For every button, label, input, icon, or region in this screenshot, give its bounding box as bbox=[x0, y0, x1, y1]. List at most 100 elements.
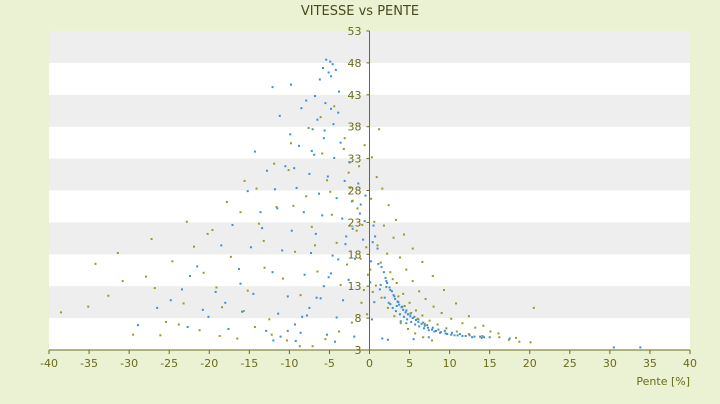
data-point bbox=[295, 186, 298, 189]
data-point bbox=[189, 274, 192, 277]
data-point bbox=[344, 243, 347, 246]
data-point bbox=[261, 227, 264, 230]
y-tick-label: 23 bbox=[348, 216, 362, 229]
data-point bbox=[314, 232, 317, 235]
data-point bbox=[364, 194, 367, 197]
data-point bbox=[387, 204, 390, 207]
data-point bbox=[243, 179, 246, 182]
data-point bbox=[289, 83, 292, 86]
data-point bbox=[246, 289, 249, 292]
data-point bbox=[467, 333, 470, 336]
data-point bbox=[202, 271, 205, 274]
data-point bbox=[381, 337, 384, 340]
data-point bbox=[474, 326, 477, 329]
data-point bbox=[402, 315, 405, 318]
data-point bbox=[182, 302, 185, 305]
data-point bbox=[350, 321, 353, 324]
data-point bbox=[121, 280, 124, 283]
data-point bbox=[311, 128, 314, 131]
data-point bbox=[440, 311, 443, 314]
data-point bbox=[421, 260, 424, 263]
y-tick-label: 3 bbox=[355, 344, 362, 357]
data-point bbox=[393, 315, 396, 318]
data-point bbox=[382, 271, 385, 274]
data-point bbox=[423, 322, 426, 325]
x-axis-label: Pente [%] bbox=[636, 375, 690, 388]
data-point bbox=[413, 315, 416, 318]
data-point bbox=[293, 250, 296, 253]
data-point bbox=[354, 257, 357, 260]
data-point bbox=[255, 187, 258, 190]
data-point bbox=[286, 295, 289, 298]
data-point bbox=[329, 190, 332, 193]
data-point bbox=[331, 254, 334, 257]
y-tick-label: 38 bbox=[348, 121, 362, 134]
data-point bbox=[386, 282, 389, 285]
data-point bbox=[437, 328, 440, 331]
data-point bbox=[363, 144, 366, 147]
data-point bbox=[239, 211, 242, 214]
data-point bbox=[333, 105, 336, 108]
data-point bbox=[322, 137, 325, 140]
data-point bbox=[398, 256, 401, 259]
data-point bbox=[316, 118, 319, 121]
x-tick-label: -30 bbox=[120, 357, 138, 370]
data-point bbox=[322, 285, 325, 288]
x-tick-label: 30 bbox=[603, 357, 617, 370]
data-point bbox=[423, 324, 426, 327]
data-point bbox=[287, 169, 290, 172]
data-point bbox=[206, 232, 209, 235]
data-point bbox=[518, 340, 521, 343]
data-point bbox=[369, 281, 372, 284]
data-point bbox=[271, 271, 274, 274]
data-point bbox=[378, 288, 381, 291]
data-point bbox=[403, 304, 406, 307]
data-point bbox=[218, 334, 221, 337]
data-point bbox=[346, 263, 349, 266]
data-point bbox=[315, 296, 318, 299]
data-point bbox=[373, 301, 376, 304]
data-point bbox=[335, 241, 338, 244]
data-point bbox=[347, 278, 350, 281]
data-point bbox=[387, 301, 390, 304]
data-point bbox=[384, 276, 387, 279]
data-point bbox=[366, 313, 369, 316]
data-point bbox=[239, 282, 242, 285]
data-point bbox=[236, 337, 239, 340]
data-point bbox=[431, 326, 434, 329]
data-point bbox=[444, 332, 447, 335]
x-tick-label: -5 bbox=[324, 357, 335, 370]
data-point bbox=[461, 322, 464, 325]
data-point bbox=[314, 244, 317, 247]
data-point bbox=[358, 165, 361, 168]
data-point bbox=[386, 252, 389, 255]
data-point bbox=[391, 278, 394, 281]
data-point bbox=[242, 310, 245, 313]
data-point bbox=[371, 290, 374, 293]
data-point bbox=[325, 58, 328, 61]
data-point bbox=[386, 306, 389, 309]
data-point bbox=[307, 126, 310, 129]
data-point bbox=[428, 319, 431, 322]
data-point bbox=[259, 211, 262, 214]
data-point bbox=[271, 86, 274, 89]
data-point bbox=[450, 317, 453, 320]
data-point bbox=[420, 322, 423, 325]
data-point bbox=[116, 252, 119, 255]
data-point bbox=[343, 179, 346, 182]
data-point bbox=[289, 133, 292, 136]
data-point bbox=[343, 137, 346, 140]
data-point bbox=[508, 337, 511, 340]
x-tick-label: 10 bbox=[443, 357, 457, 370]
data-point bbox=[253, 150, 256, 153]
data-point bbox=[249, 246, 252, 249]
data-point bbox=[314, 95, 317, 98]
data-point bbox=[318, 192, 321, 195]
data-point bbox=[411, 280, 414, 283]
x-tick-label: 25 bbox=[563, 357, 577, 370]
data-point bbox=[398, 303, 401, 306]
data-point bbox=[319, 116, 322, 119]
data-point bbox=[422, 336, 425, 339]
